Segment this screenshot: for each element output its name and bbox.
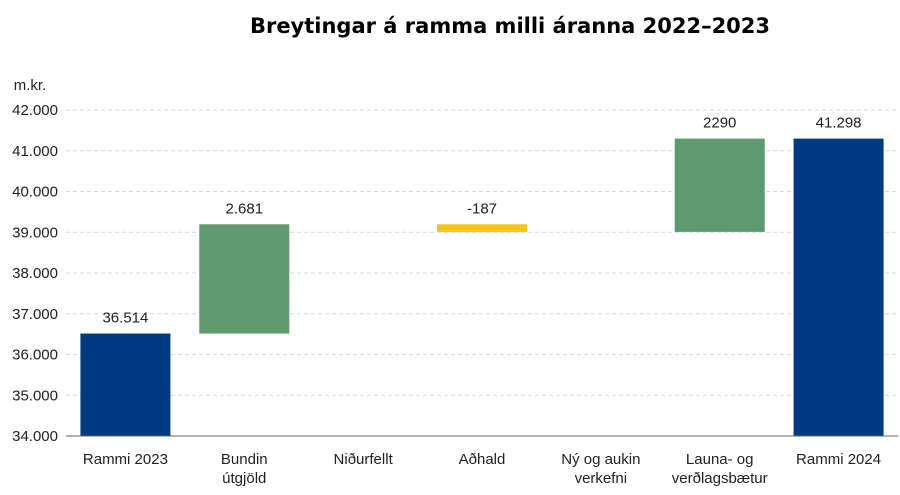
category-label: útgjöld [222, 470, 266, 487]
y-tick-label: 40.000 [12, 184, 58, 201]
y-tick-label: 35.000 [12, 387, 58, 404]
bar [199, 224, 290, 334]
chart-title: Breytingar á ramma milli áranna 2022–202… [250, 14, 770, 38]
data-labels: 36.514 2.681 -187 2290 41.298 [102, 115, 861, 327]
category-label: Rammi 2024 [796, 451, 881, 468]
category-label: verkefni [575, 470, 628, 487]
data-label: 36.514 [102, 310, 148, 327]
data-label: 2.681 [226, 200, 264, 217]
data-label: 2290 [703, 115, 736, 132]
y-tick-label: 42.000 [12, 102, 58, 119]
y-axis-ticks: 34.000 35.000 36.000 37.000 38.000 39.000 40.0… [12, 102, 58, 445]
bar [437, 224, 527, 232]
category-label: Niðurfellt [334, 451, 394, 468]
bar [674, 138, 765, 232]
bar [80, 333, 171, 436]
category-label: Bundin [221, 451, 268, 468]
y-tick-label: 39.000 [12, 224, 58, 241]
bars [80, 138, 884, 436]
data-label: -187 [467, 200, 497, 217]
category-label: Rammi 2023 [83, 451, 168, 468]
data-label: 41.298 [816, 115, 862, 132]
gridlines [66, 109, 898, 396]
y-tick-label: 36.000 [12, 347, 58, 364]
category-label: Aðhald [459, 451, 506, 468]
category-labels: Rammi 2023 Bundin útgjöld Niðurfellt Aðhald N… [83, 451, 881, 487]
bar [793, 138, 884, 436]
y-tick-label: 38.000 [12, 265, 58, 282]
y-axis-unit: m.kr. [14, 77, 47, 94]
y-tick-label: 34.000 [12, 428, 58, 445]
category-label: verðlagsbætur [672, 470, 768, 487]
y-tick-label: 37.000 [12, 306, 58, 323]
category-label: Launa- og [686, 451, 754, 468]
y-tick-label: 41.000 [12, 143, 58, 160]
category-label: Ný og aukin [561, 451, 640, 468]
